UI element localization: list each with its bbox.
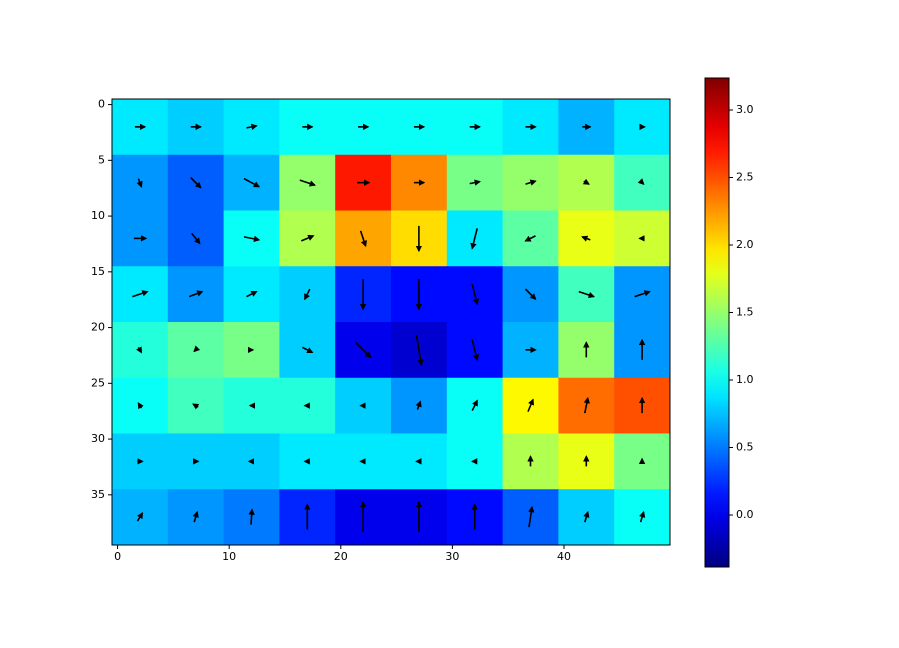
quiver-arrow — [248, 508, 255, 525]
x-tick-label: 30 — [445, 550, 459, 563]
quiver-arrow — [192, 510, 199, 523]
quiver-arrow — [355, 341, 372, 359]
y-tick-label: 0 — [98, 98, 105, 111]
quiver-arrow — [471, 399, 478, 411]
quiver-arrow — [188, 290, 204, 298]
quiver-arrow — [583, 510, 590, 523]
quiver-arrow — [583, 396, 590, 414]
quiver-arrow — [190, 177, 202, 189]
quiver-arrow — [359, 230, 368, 248]
quiver-arrow — [137, 402, 144, 410]
y-tick-label: 25 — [91, 376, 105, 389]
quiver-arrow — [471, 339, 480, 362]
quiver-arrow — [415, 400, 422, 410]
quiver-arrow — [471, 283, 480, 306]
quiver-arrow — [301, 346, 314, 354]
quiver-arrow — [582, 178, 590, 185]
quiver-arrow — [132, 290, 149, 298]
quiver-arrow — [243, 235, 261, 243]
quiver-arrow — [524, 288, 537, 301]
quiver-arrow — [639, 510, 646, 523]
x-tick-label: 10 — [222, 550, 236, 563]
quiver-arrow — [136, 178, 143, 188]
quiver-arrow — [193, 345, 201, 353]
quiver-arrow — [634, 290, 651, 298]
quiver-arrow — [524, 235, 536, 242]
quiver-arrow — [192, 403, 200, 410]
quiver-arrow — [469, 179, 481, 186]
quiver-arrow — [300, 234, 315, 242]
quiver-arrow — [136, 346, 143, 354]
y-tick-label: 35 — [91, 488, 105, 501]
x-tick-label: 0 — [114, 550, 121, 563]
quiver-arrow — [527, 398, 534, 412]
plot-frame — [111, 98, 671, 546]
quiver-arrow — [470, 228, 478, 250]
colorbar-tick-label: 0.5 — [736, 441, 754, 454]
colorbar-tick-label: 2.0 — [736, 238, 754, 251]
quiver-arrow — [243, 177, 261, 188]
y-tick-label: 15 — [91, 265, 105, 278]
colorbar-tick-label: 3.0 — [736, 103, 754, 116]
quiver-arrow — [191, 232, 201, 245]
y-tick-label: 30 — [91, 432, 105, 445]
quiver-arrow — [304, 288, 311, 301]
colorbar-tick-label: 0.0 — [736, 508, 754, 521]
x-tick-label: 20 — [334, 550, 348, 563]
y-tick-label: 5 — [98, 153, 105, 166]
x-tick-label: 40 — [557, 550, 571, 563]
quiver-arrow — [415, 334, 424, 367]
quiver-arrow — [637, 178, 645, 186]
quiver-arrow — [246, 123, 258, 131]
colorbar — [704, 77, 730, 568]
quiver-arrow — [581, 235, 591, 242]
quiver-arrow — [299, 179, 317, 187]
y-tick-label: 10 — [91, 209, 105, 222]
colorbar-tick-label: 2.5 — [736, 171, 754, 184]
quiver-arrow — [136, 512, 144, 522]
quiver-arrow — [578, 290, 596, 299]
y-tick-label: 20 — [91, 321, 105, 334]
colorbar-tick-label: 1.0 — [736, 373, 754, 386]
quiver-arrow — [246, 290, 258, 298]
quiver-arrow — [525, 179, 537, 186]
colorbar-tick-label: 1.5 — [736, 306, 754, 319]
quiver-arrow — [528, 505, 535, 528]
